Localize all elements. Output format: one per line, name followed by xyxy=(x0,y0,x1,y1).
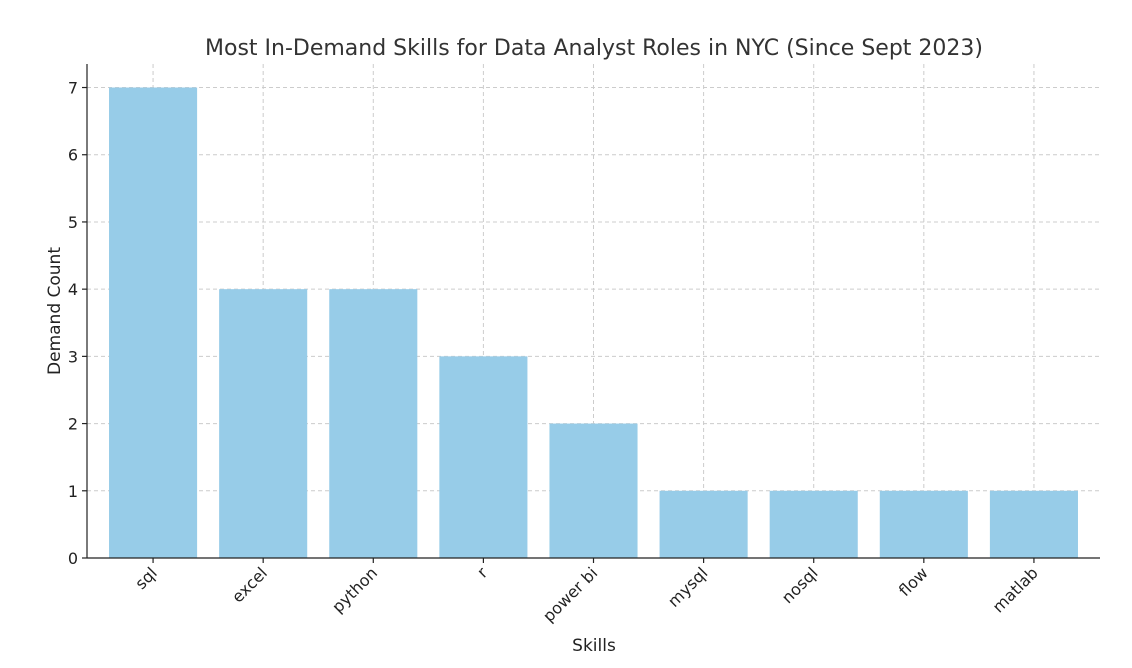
bar-matlab xyxy=(989,490,1078,558)
bar-r xyxy=(439,356,528,558)
bar-python xyxy=(329,289,418,558)
x-tick-label: sql xyxy=(131,563,161,593)
y-tick-label: 2 xyxy=(68,415,78,434)
x-tick-label: matlab xyxy=(989,563,1042,616)
bar-excel xyxy=(219,289,308,558)
bar-flow xyxy=(879,490,968,558)
y-tick-label: 4 xyxy=(68,280,78,299)
x-axis-label: Skills xyxy=(572,636,616,656)
x-tick-label: mysql xyxy=(664,563,711,610)
bar-power-bi xyxy=(549,423,638,558)
x-tick-label: excel xyxy=(228,563,271,606)
y-ticks: 0 1 2 3 4 5 6 7 xyxy=(68,79,87,568)
x-tick-label: flow xyxy=(895,563,932,600)
y-tick-label: 3 xyxy=(68,347,78,366)
bars xyxy=(109,87,1078,559)
x-tick-label: nosql xyxy=(778,563,822,607)
bar-mysql xyxy=(659,490,748,558)
x-ticks: sql excel python r power bi mysql nosql flow mat… xyxy=(131,558,1042,626)
y-axis-label: Demand Count xyxy=(45,247,65,375)
y-tick-label: 0 xyxy=(68,549,78,568)
x-tick-label: power bi xyxy=(539,563,601,625)
bar-nosql xyxy=(769,490,858,558)
bar-sql xyxy=(109,87,198,559)
y-tick-label: 6 xyxy=(68,146,78,165)
y-tick-label: 5 xyxy=(68,213,78,232)
x-tick-label: r xyxy=(473,563,491,581)
x-tick-label: python xyxy=(328,563,381,616)
y-tick-label: 1 xyxy=(68,482,78,501)
chart-title: Most In-Demand Skills for Data Analyst R… xyxy=(205,36,983,61)
y-tick-label: 7 xyxy=(68,79,78,98)
